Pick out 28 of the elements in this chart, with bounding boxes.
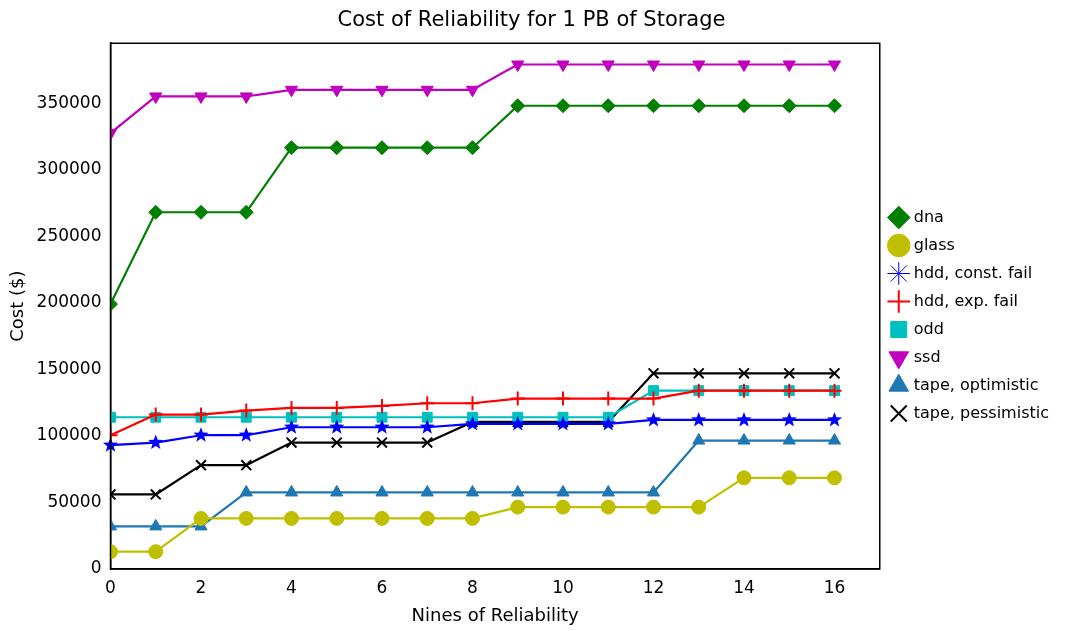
y-tick-label: 300000 [36,158,102,179]
y-tick-label: 200000 [36,291,102,312]
x-tick-label: 8 [467,576,478,597]
chart-title: Cost of Reliability for 1 PB of Storage [337,7,726,32]
legend-label: ssd [913,346,941,366]
y-tick-label: 100000 [36,424,102,445]
legend-label: tape, optimistic [913,374,1039,394]
x-tick-label: 16 [823,576,846,597]
x-tick-label: 10 [552,576,574,597]
y-tick-label: 350000 [36,91,102,112]
legend-label: glass [913,234,955,254]
y-axis-title: Cost ($) [6,270,28,342]
legend-label: hdd, exp. fail [913,290,1019,310]
legend-label: tape, pessimistic [913,402,1049,422]
x-tick-label: 4 [286,576,297,597]
legend-label: dna [913,206,944,226]
x-tick-label: 14 [733,576,755,597]
y-tick-label: 250000 [36,224,102,245]
x-tick-label: 0 [105,576,116,597]
legend-label: hdd, const. fail [913,262,1033,282]
y-tick-label: 50000 [47,490,102,511]
x-tick-label: 2 [195,576,207,597]
x-tick-label: 6 [376,576,388,597]
x-tick-label: 12 [642,576,665,597]
legend-label: odd [913,318,944,338]
y-tick-label: 150000 [36,357,102,378]
y-tick-label: 0 [90,557,102,578]
x-axis-title: Nines of Reliability [411,603,579,625]
